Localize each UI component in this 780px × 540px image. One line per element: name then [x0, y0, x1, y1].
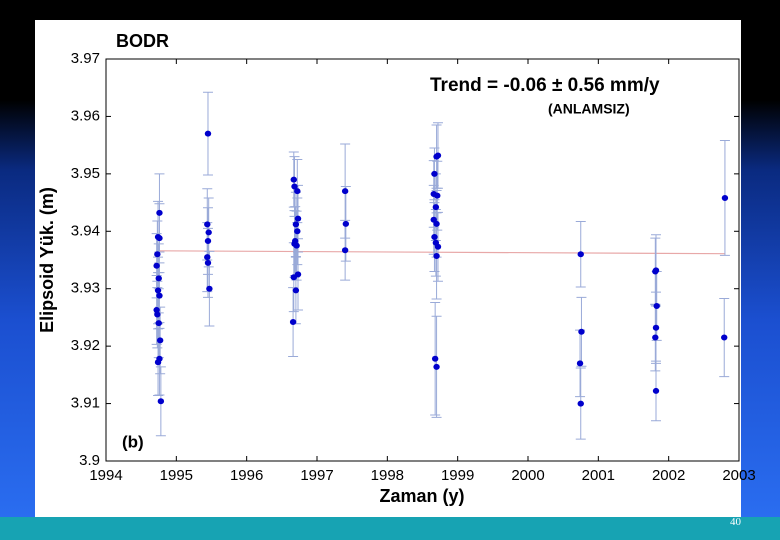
y-tick-label: 3.95 — [71, 165, 100, 182]
x-axis-label: Zaman (y) — [379, 486, 464, 506]
data-point — [156, 292, 163, 299]
data-point — [289, 319, 297, 326]
data-point — [153, 306, 160, 313]
data-point — [292, 221, 300, 228]
data-point — [576, 360, 584, 367]
data-point — [291, 183, 298, 190]
x-tick-label: 1998 — [371, 467, 404, 484]
data-point — [204, 130, 212, 137]
y-tick-label: 3.92 — [71, 337, 100, 354]
x-tick-label: 2000 — [511, 467, 544, 484]
data-point — [154, 311, 161, 318]
data-point — [653, 302, 660, 309]
data-point — [652, 387, 660, 394]
data-point — [204, 238, 212, 245]
data-point — [154, 287, 162, 294]
x-tick-label: 2003 — [722, 467, 755, 484]
data-point — [433, 363, 440, 370]
data-point — [155, 320, 162, 327]
data-point — [293, 242, 300, 249]
x-tick-label: 2002 — [652, 467, 685, 484]
data-point — [577, 400, 584, 407]
y-tick-label: 3.94 — [71, 222, 100, 239]
y-tick-label: 3.96 — [71, 107, 100, 124]
data-point — [431, 355, 439, 362]
data-point — [578, 328, 585, 335]
data-point — [721, 194, 729, 201]
x-tick-label: 1997 — [300, 467, 333, 484]
x-tick-label: 1999 — [441, 467, 474, 484]
significance-note: (ANLAMSIZ) — [548, 101, 630, 117]
data-point — [431, 170, 438, 177]
data-point — [204, 221, 211, 228]
data-point — [156, 209, 163, 216]
data-point — [431, 234, 438, 241]
data-point — [294, 215, 302, 222]
trend-annotation: Trend = -0.06 ± 0.56 mm/y — [430, 75, 660, 96]
data-point — [434, 192, 441, 199]
trend-line — [158, 250, 725, 255]
data-point — [341, 247, 349, 254]
data-point — [205, 229, 212, 236]
data-point — [433, 220, 440, 227]
data-point — [290, 176, 297, 183]
data-point — [721, 334, 728, 341]
y-axis-label: Elipsoid Yük. (m) — [37, 187, 57, 333]
data-point — [156, 337, 164, 344]
x-tick-label: 2001 — [582, 467, 615, 484]
data-point — [342, 220, 350, 227]
data-point — [652, 334, 659, 341]
data-point — [432, 204, 440, 211]
data-point — [156, 235, 163, 242]
x-tick-label: 1995 — [160, 467, 193, 484]
plot-frame — [105, 58, 740, 462]
y-tick-label: 3.97 — [71, 50, 100, 67]
data-point — [153, 262, 160, 269]
data-point — [157, 398, 165, 405]
footer-strip — [0, 517, 780, 540]
data-point — [154, 251, 161, 258]
chart-title: BODR — [116, 31, 169, 51]
data-point — [206, 285, 213, 292]
data-point — [652, 268, 659, 275]
data-point — [294, 188, 301, 195]
x-tick-label: 1994 — [89, 467, 122, 484]
y-tick-label: 3.91 — [71, 395, 100, 412]
data-point — [433, 252, 440, 259]
data-point — [577, 251, 584, 258]
y-tick-label: 3.9 — [79, 452, 100, 469]
data-point — [155, 275, 162, 282]
data-point — [433, 153, 440, 160]
data-point — [434, 243, 442, 250]
y-tick-label: 3.93 — [71, 280, 100, 297]
data-point — [290, 274, 297, 281]
page-number: 40 — [730, 516, 741, 528]
data-point — [652, 324, 660, 331]
data-point — [204, 259, 212, 266]
data-point — [294, 228, 301, 235]
x-tick-label: 1996 — [230, 467, 263, 484]
data-point — [204, 254, 211, 261]
data-point — [292, 287, 300, 294]
chart-panel — [35, 20, 741, 517]
data-point — [341, 188, 349, 195]
data-point — [154, 359, 162, 366]
panel-label: (b) — [122, 432, 144, 451]
